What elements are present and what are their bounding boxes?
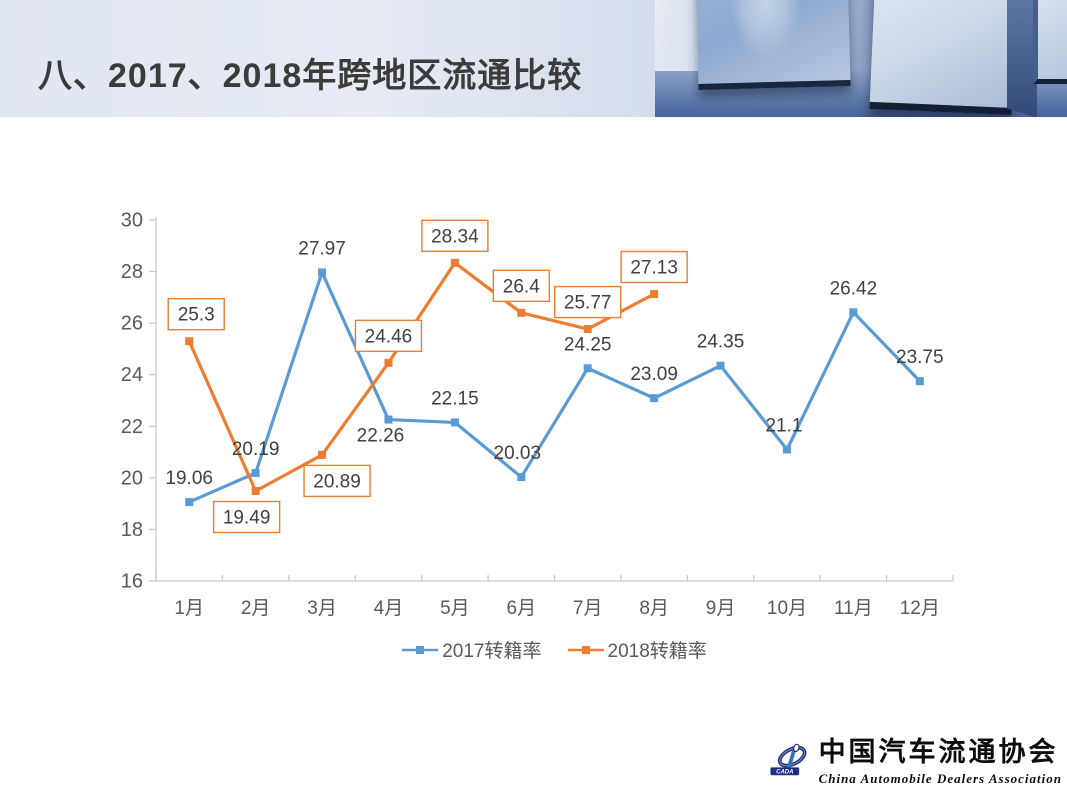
legend-label: 2018转籍率 xyxy=(607,641,707,662)
data-point-marker xyxy=(583,325,592,334)
data-label-box xyxy=(354,319,423,353)
data-label: 23.09 xyxy=(630,364,678,385)
x-axis-category-label: 7月 xyxy=(573,598,603,619)
y-axis-tick-label: 24 xyxy=(121,364,143,386)
x-axis-category-label: 4月 xyxy=(374,598,404,619)
logo-chinese-name: 中国汽车流通协会 xyxy=(818,737,1059,767)
data-point-marker xyxy=(915,377,924,386)
data-label: 24.25 xyxy=(564,334,612,355)
y-axis-tick-label: 22 xyxy=(121,416,143,438)
legend-label: 2017转籍率 xyxy=(442,641,542,662)
data-label-box xyxy=(212,500,281,534)
x-axis-category-label: 5月 xyxy=(440,598,470,619)
data-label: 25.77 xyxy=(564,293,612,314)
x-axis-category-label: 9月 xyxy=(706,598,736,619)
data-point-marker xyxy=(251,487,260,496)
data-label-box xyxy=(492,269,550,303)
data-point-marker xyxy=(849,308,858,317)
data-label: 24.35 xyxy=(697,332,745,353)
data-point-marker xyxy=(583,364,592,373)
data-label: 19.49 xyxy=(223,508,271,529)
data-label: 27.97 xyxy=(298,238,346,259)
legend-marker-icon xyxy=(402,645,439,654)
cada-abbr: CADA xyxy=(776,769,793,775)
data-label: 26.4 xyxy=(503,276,540,297)
data-label: 25.3 xyxy=(178,305,215,326)
cube-icon xyxy=(869,0,1019,116)
data-label: 22.15 xyxy=(431,388,479,409)
y-axis-tick-label: 20 xyxy=(121,467,143,489)
data-label: 21.1 xyxy=(765,415,802,436)
data-label: 26.42 xyxy=(830,278,878,299)
x-axis-category-label: 6月 xyxy=(507,598,537,619)
y-axis-tick-label: 28 xyxy=(121,261,143,283)
y-axis-tick-label: 16 xyxy=(121,571,143,593)
cube-side-face xyxy=(1007,0,1037,117)
x-axis-category-label: 2月 xyxy=(241,598,271,619)
y-axis-tick-label: 26 xyxy=(121,313,143,335)
page-title: 八、2017、2018年跨地区流通比较 xyxy=(38,57,583,95)
data-point-marker xyxy=(650,290,659,299)
x-axis-category-label: 11月 xyxy=(834,598,873,619)
slide-header xyxy=(0,0,1067,117)
data-point-marker xyxy=(782,445,791,454)
chart-legend: 2017转籍率 2018转籍率 xyxy=(156,636,953,663)
data-label: 20.89 xyxy=(313,471,361,492)
data-point-marker xyxy=(251,468,260,477)
data-label-box xyxy=(167,297,225,331)
cada-logo: CADA 中国汽车流通协会 China Automobile Dealers A… xyxy=(770,724,1062,794)
series-line xyxy=(187,261,656,493)
legend-item: 2018转籍率 xyxy=(567,636,707,663)
logo-english-name: China Automobile Dealers Association xyxy=(818,771,1062,786)
cube-icon xyxy=(695,0,851,90)
data-label: 24.46 xyxy=(365,326,413,347)
x-axis-category-label: 3月 xyxy=(307,598,337,619)
data-label-box xyxy=(554,285,622,319)
data-point-marker xyxy=(517,473,526,482)
data-label-box xyxy=(620,250,688,284)
data-point-marker xyxy=(450,258,459,267)
data-label-box xyxy=(303,464,371,498)
legend-marker-icon xyxy=(567,645,604,654)
cada-logo-icon: CADA xyxy=(770,743,807,775)
x-axis-category-label: 1月 xyxy=(174,598,204,619)
x-axis-category-label: 12月 xyxy=(900,598,940,619)
cubes-decoration-image xyxy=(655,0,1067,117)
data-label: 23.75 xyxy=(896,347,944,368)
y-axis-tick-label: 18 xyxy=(121,519,143,541)
data-point-marker xyxy=(185,498,194,507)
data-point-marker xyxy=(716,361,725,370)
cube-icon xyxy=(1033,0,1067,84)
data-label: 27.13 xyxy=(630,258,678,279)
data-label: 20.19 xyxy=(232,439,280,460)
data-label: 19.06 xyxy=(165,468,213,489)
data-point-marker xyxy=(185,337,194,346)
x-axis-category-label: 10月 xyxy=(767,598,807,619)
data-point-marker xyxy=(318,450,327,459)
data-label-box xyxy=(421,219,489,253)
series-line xyxy=(187,270,922,504)
data-point-marker xyxy=(450,418,459,427)
y-axis-tick-label: 30 xyxy=(121,210,143,232)
data-point-marker xyxy=(384,358,393,367)
data-label: 28.34 xyxy=(431,226,479,247)
legend-item: 2017转籍率 xyxy=(402,636,542,663)
data-label: 22.26 xyxy=(357,426,405,447)
data-point-marker xyxy=(318,268,327,277)
data-point-marker xyxy=(384,415,393,424)
data-label: 20.03 xyxy=(494,443,542,464)
data-point-marker xyxy=(517,308,526,317)
data-point-marker xyxy=(650,394,659,403)
x-axis-category-label: 8月 xyxy=(639,598,669,619)
